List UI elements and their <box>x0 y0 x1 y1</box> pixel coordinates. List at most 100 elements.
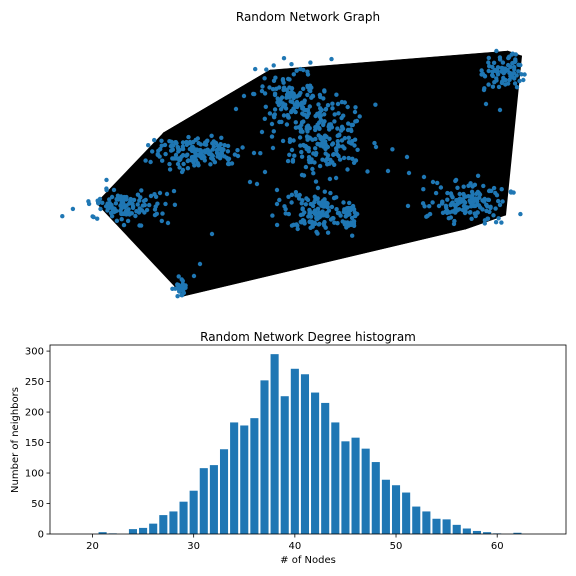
network-node <box>352 137 358 142</box>
network-node <box>448 215 454 220</box>
network-node <box>276 102 282 108</box>
network-node <box>291 138 296 143</box>
network-node <box>235 148 240 153</box>
network-node <box>168 143 174 149</box>
x-tick-label: 20 <box>86 541 99 552</box>
network-node <box>304 124 310 130</box>
y-tick-label: 0 <box>38 530 44 541</box>
network-node <box>109 214 115 219</box>
network-node <box>497 55 503 60</box>
network-node <box>267 85 272 90</box>
network-node <box>294 99 300 105</box>
network-node <box>334 151 340 157</box>
network-node <box>307 87 312 93</box>
network-node <box>224 155 230 161</box>
histogram-bar <box>442 519 451 534</box>
network-node <box>139 208 145 213</box>
network-node <box>131 197 137 203</box>
network-node <box>490 72 495 78</box>
network-node <box>154 211 159 216</box>
network-node <box>169 139 174 144</box>
network-node <box>486 60 491 65</box>
network-node <box>280 77 286 82</box>
network-node <box>373 102 378 107</box>
network-node <box>221 147 226 152</box>
network-node <box>157 190 163 196</box>
histogram-bar <box>199 468 208 534</box>
edge <box>162 55 523 134</box>
network-node <box>316 210 322 215</box>
network-node <box>486 82 491 87</box>
network-node <box>315 185 321 191</box>
network-node <box>335 101 341 107</box>
edge <box>183 69 271 297</box>
edge <box>162 69 271 134</box>
network-node <box>195 136 200 141</box>
network-node <box>135 202 140 207</box>
network-node <box>482 221 487 226</box>
histogram-bar <box>361 448 370 534</box>
network-node <box>122 204 128 210</box>
network-node <box>259 88 265 94</box>
network-node <box>373 144 379 150</box>
network-node <box>305 69 310 74</box>
histogram-bar <box>321 402 330 534</box>
network-node <box>497 107 503 113</box>
network-node <box>451 221 457 227</box>
network-node <box>198 151 203 156</box>
histogram-bar <box>391 485 401 534</box>
network-node <box>479 72 484 77</box>
network-node <box>455 185 460 190</box>
network-node <box>251 91 256 97</box>
network-node <box>282 204 287 209</box>
histogram-bar <box>300 374 310 534</box>
network-node <box>445 210 450 216</box>
network-node <box>262 76 267 81</box>
network-title: Random Network Graph <box>236 10 380 24</box>
histogram-bar <box>189 490 198 534</box>
network-node <box>270 213 275 218</box>
network-node <box>496 198 501 204</box>
network-node <box>162 142 168 148</box>
network-node <box>316 215 321 221</box>
network-node <box>197 261 203 267</box>
network-node <box>470 203 476 208</box>
network-node <box>443 203 449 208</box>
network-node <box>207 149 212 154</box>
network-node <box>291 95 296 101</box>
network-node <box>189 148 195 154</box>
network-node <box>454 208 460 213</box>
network-node <box>313 179 319 184</box>
network-node <box>316 222 321 227</box>
network-node <box>486 68 491 74</box>
network-node <box>296 196 302 201</box>
histogram-bar <box>159 515 168 534</box>
network-node <box>105 208 110 213</box>
network-node <box>430 179 436 185</box>
histogram-bar <box>331 422 340 534</box>
network-node <box>173 286 178 291</box>
network-node <box>203 142 209 147</box>
network-node <box>494 193 500 198</box>
histogram-bar <box>270 354 279 534</box>
network-node <box>271 63 276 68</box>
network-node <box>191 139 196 145</box>
network-node <box>350 122 355 128</box>
network-node <box>481 87 487 93</box>
network-node <box>385 168 391 174</box>
network-node <box>306 149 311 154</box>
network-node <box>193 151 198 156</box>
network-node <box>307 83 313 88</box>
network-node <box>497 202 503 208</box>
network-node <box>191 273 197 279</box>
network-node <box>152 137 157 143</box>
network-node <box>484 202 489 207</box>
network-node <box>337 157 343 162</box>
network-node <box>328 190 333 196</box>
network-node <box>519 72 524 77</box>
network-node <box>427 211 433 217</box>
network-node <box>285 90 291 95</box>
y-tick-label: 100 <box>25 469 44 480</box>
network-node <box>303 164 309 170</box>
network-node <box>219 151 225 156</box>
